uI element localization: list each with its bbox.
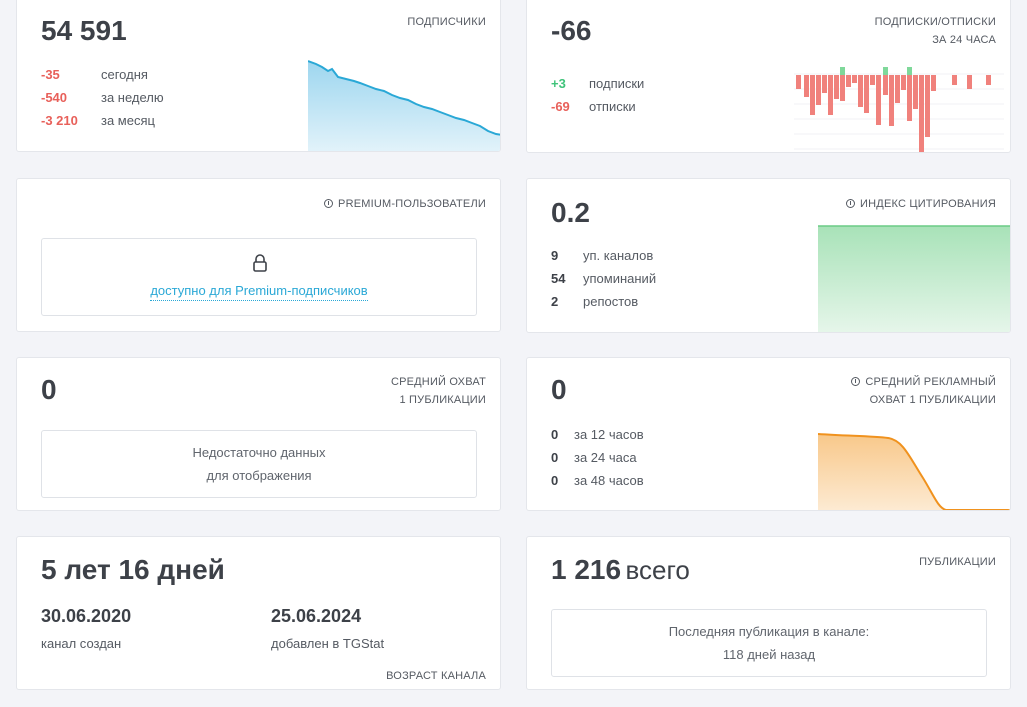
no-data-box: Недостаточно данных для отображения <box>41 430 477 498</box>
ad-reach-24h-row: 0 за 24 часа <box>551 450 637 465</box>
created-label: канал создан <box>41 636 122 651</box>
citation-reposts-row: 2 репостов <box>551 294 639 309</box>
ad-reach-caption: средний рекламный охват 1 публикации <box>851 373 996 409</box>
info-icon[interactable] <box>846 199 856 208</box>
unsubs-row: -69 отписки <box>551 99 636 114</box>
last-publication-box: Последняя публикация в канале: 118 дней … <box>551 609 987 677</box>
channel-age-value: 5 лет 16 дней <box>41 554 225 585</box>
subs-unsubs-bar-chart <box>794 67 1004 152</box>
average-reach-caption: средний охват 1 публикации <box>390 376 486 406</box>
added-date: 25.06.2024 <box>271 606 362 626</box>
subscribers-caption: подписчики <box>407 16 486 28</box>
citation-index-value: 0.2 <box>551 197 590 228</box>
average-reach-value: 0 <box>41 374 57 405</box>
premium-link[interactable]: доступно для Premium-подписчиков <box>150 283 368 301</box>
ad-reach-value: 0 <box>551 374 567 405</box>
average-reach-card: 0 средний охват 1 публикации Недостаточн… <box>16 357 501 511</box>
premium-caption: premium-пользователи <box>324 195 486 213</box>
subscribers-change-week: -540 за неделю <box>41 90 164 105</box>
ad-reach-48h-row: 0 за 48 часов <box>551 473 644 488</box>
subs-unsubs-caption: подписки/отписки за 24 часа <box>874 16 996 46</box>
channel-age-caption: возраст канала <box>386 670 486 682</box>
publications-total: 1 216 всего <box>551 554 690 585</box>
citation-mentions-row: 54 упоминаний <box>551 271 657 286</box>
ad-reach-area-chart <box>818 433 1010 510</box>
subs-unsubs-card: -66 подписки/отписки за 24 часа +3 подпис… <box>526 0 1011 153</box>
channel-age-card: 5 лет 16 дней 30.06.2020 канал создан 25… <box>16 536 501 690</box>
premium-locked-box: доступно для Premium-подписчиков <box>41 238 477 316</box>
citation-caption: индекс цитирования <box>846 195 996 213</box>
publications-card: 1 216 всего публикации Последняя публика… <box>526 536 1011 690</box>
subscribers-sparkline <box>308 60 500 151</box>
premium-users-card: premium-пользователи доступно для Premiu… <box>16 178 501 332</box>
created-date: 30.06.2020 <box>41 606 132 626</box>
citation-channels-row: 9 уп. каналов <box>551 248 654 263</box>
subscribers-change-today: -35 сегодня <box>41 67 148 82</box>
subscribers-card: 54 591 подписчики -35 сегодня -540 за неде… <box>16 0 501 152</box>
citation-index-card: 0.2 индекс цитирования 9 уп. каналов 54 уп… <box>526 178 1011 333</box>
lock-icon <box>253 254 267 272</box>
ad-reach-card: 0 средний рекламный охват 1 публикации 0… <box>526 357 1011 511</box>
info-icon[interactable] <box>851 377 861 386</box>
publications-caption: публикации <box>919 556 996 568</box>
added-label: добавлен в TGStat <box>271 636 385 651</box>
ad-reach-12h-row: 0 за 12 часов <box>551 427 644 442</box>
info-icon[interactable] <box>324 199 334 208</box>
subscribers-change-month: -3 210 за месяц <box>41 113 155 128</box>
subscribers-count: 54 591 <box>41 15 127 46</box>
subs-unsubs-net: -66 <box>551 15 592 46</box>
subs-row: +3 подписки <box>551 76 645 91</box>
citation-area-chart <box>818 225 1010 332</box>
